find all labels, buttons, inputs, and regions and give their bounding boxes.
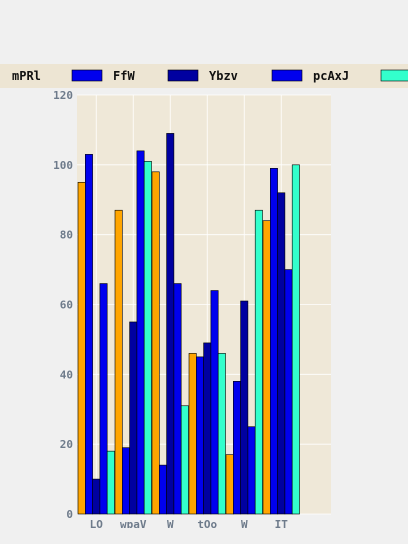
bar-1-5 <box>269 168 278 515</box>
bar-1-0 <box>85 154 93 515</box>
bar-0-2 <box>151 171 160 515</box>
y-tick-label: 120 <box>53 89 73 102</box>
legend-swatch-3 <box>271 69 303 82</box>
bar-3-0 <box>99 283 108 515</box>
legend-label-3: pcAxJ <box>313 69 349 83</box>
bar-2-3 <box>203 342 212 515</box>
bar-4-4 <box>254 209 263 515</box>
y-tick-label: 80 <box>60 229 73 242</box>
bar-4-2 <box>180 405 189 515</box>
bar-2-2 <box>166 133 175 515</box>
legend-swatch-4 <box>380 69 408 82</box>
bar-0-1 <box>114 209 123 515</box>
x-tick-label: LO <box>90 518 104 528</box>
legend-svg: mPRl FfW Ybzv pcAxJ <box>12 69 408 83</box>
bar-3-2 <box>173 283 182 515</box>
y-tick-label: 20 <box>60 438 73 451</box>
x-tick-label: W <box>241 518 248 528</box>
bar-2-4 <box>240 300 249 515</box>
bar-0-4 <box>225 454 234 515</box>
bar-2-5 <box>277 192 286 515</box>
legend-label-2: Ybzv <box>209 69 238 83</box>
legend-swatch-2 <box>167 69 199 82</box>
bar-4-1 <box>143 161 152 515</box>
bar-0-3 <box>188 353 197 515</box>
x-tick-label: IT <box>275 518 289 528</box>
bar-4-5 <box>291 164 300 515</box>
bar-0-5 <box>262 220 271 515</box>
bar-4-0 <box>106 450 115 515</box>
legend: mPRl FfW Ybzv pcAxJ <box>0 64 408 88</box>
legend-swatch-1 <box>71 69 103 82</box>
legend-label-1: FfW <box>113 69 135 83</box>
bar-1-1 <box>122 447 130 515</box>
legend-label-0: mPRl <box>12 69 41 83</box>
x-tick-label: tOo <box>197 518 217 528</box>
y-tick-label: 100 <box>53 159 73 172</box>
bar-1-3 <box>196 356 204 515</box>
bar-2-0 <box>92 478 101 515</box>
y-tick-label: 60 <box>60 299 73 312</box>
y-tick-label: 40 <box>60 368 73 381</box>
x-tick-label: wpaV <box>120 518 147 528</box>
y-tick-label: 0 <box>66 508 73 521</box>
bar-1-2 <box>159 464 167 515</box>
bar-1-4 <box>233 381 241 515</box>
bar-3-5 <box>284 269 293 515</box>
bar-2-1 <box>129 321 138 515</box>
bar-3-3 <box>210 290 219 515</box>
bar-0-0 <box>77 181 86 515</box>
bar-4-3 <box>217 353 226 515</box>
bar-3-1 <box>136 150 145 515</box>
bar-3-4 <box>247 426 256 515</box>
x-tick-label: W <box>167 518 174 528</box>
